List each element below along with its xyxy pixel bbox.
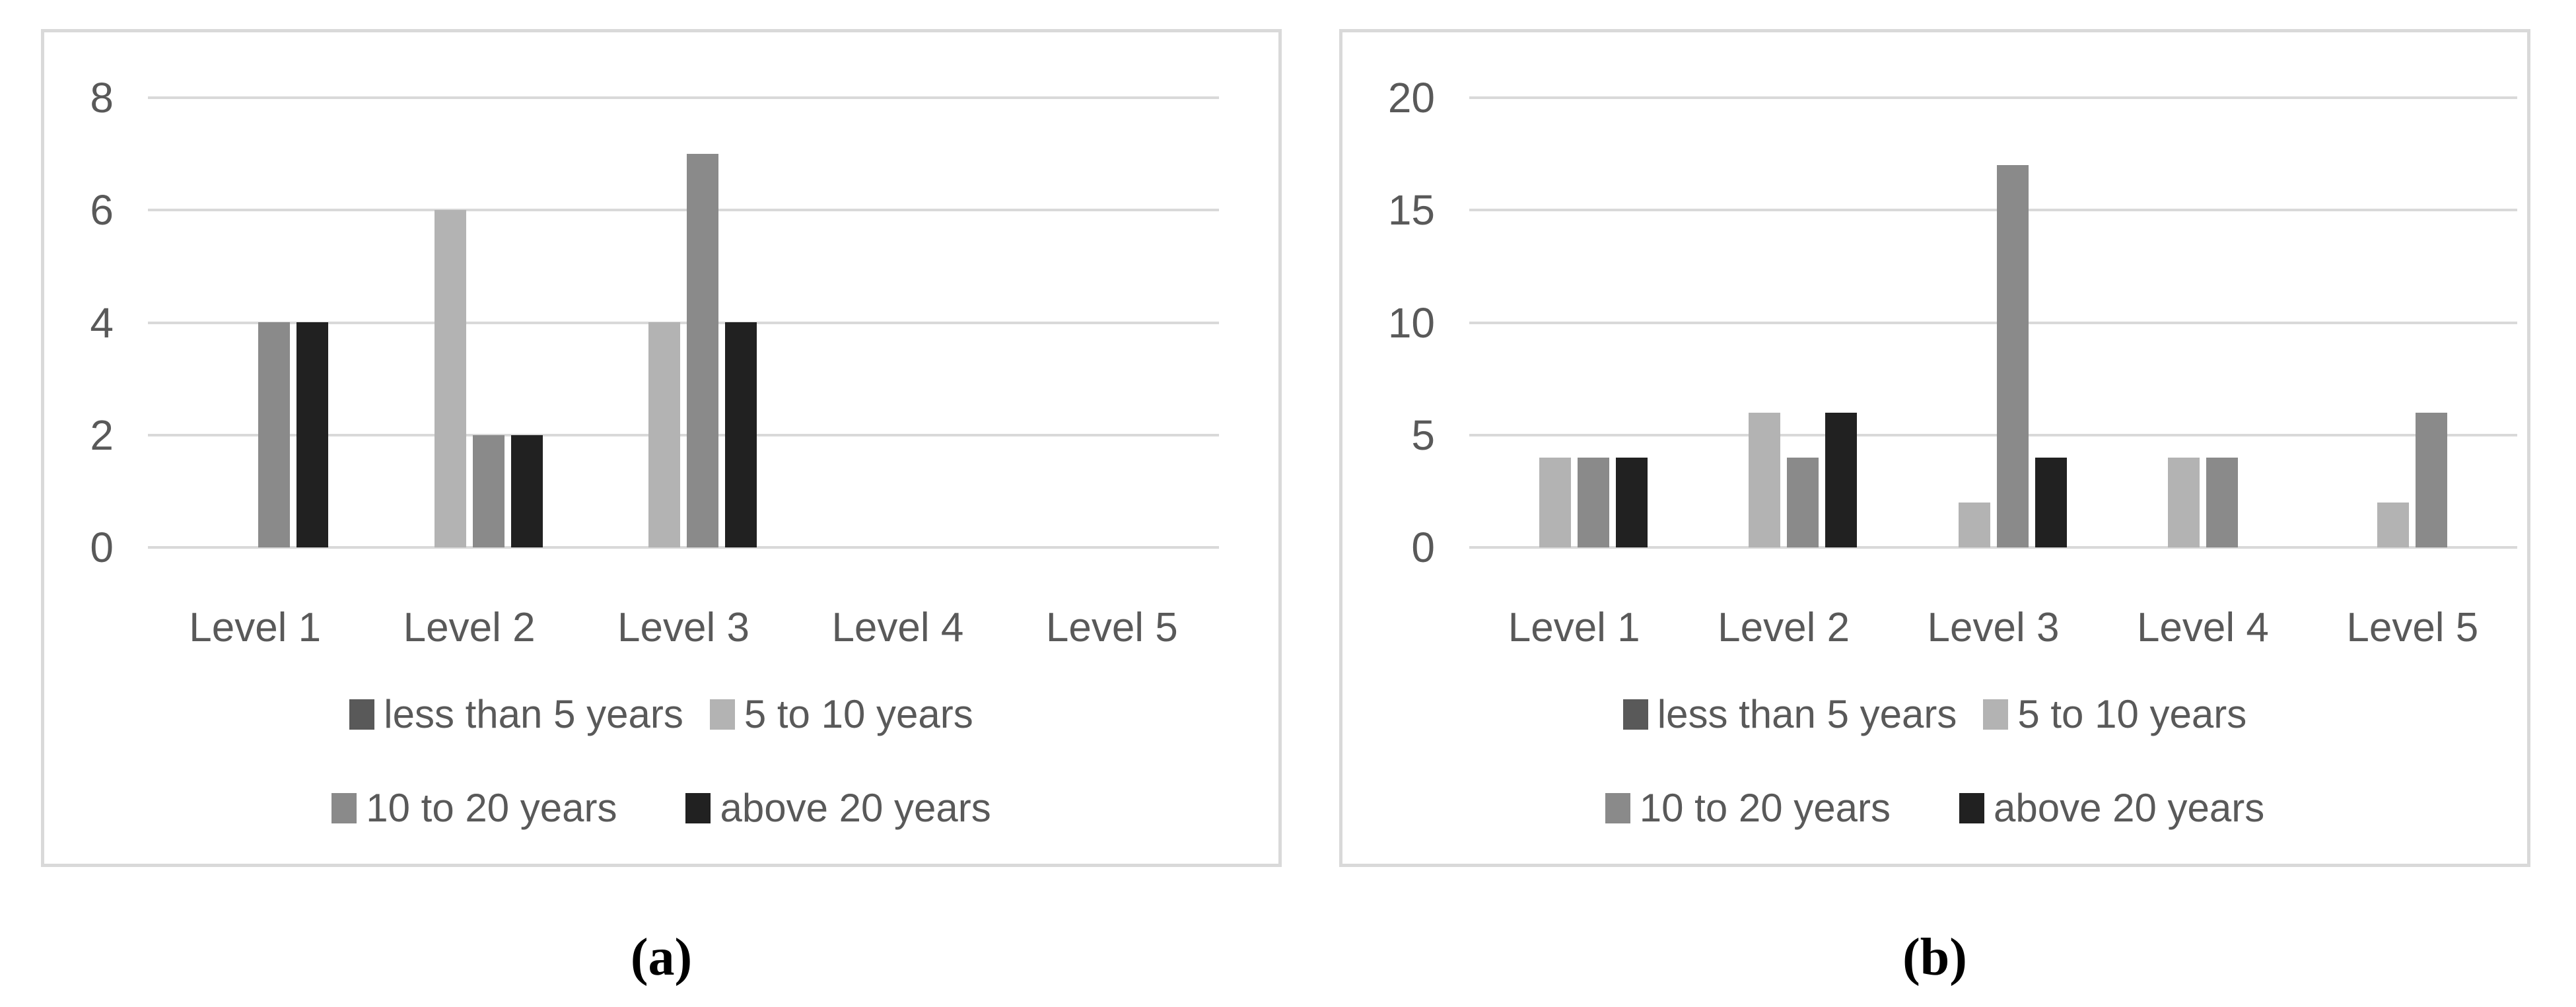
bar-5-to-10-years-level-1 bbox=[1539, 458, 1571, 547]
category-cluster-3 bbox=[1889, 98, 2098, 547]
legend-swatch-icon bbox=[1959, 793, 1984, 823]
category-cluster-5 bbox=[2308, 98, 2517, 547]
figure-caption-a: (a) bbox=[630, 928, 693, 987]
legend-entry-10-to-20-years: 10 to 20 years bbox=[331, 786, 617, 830]
legend-row-1: less than 5 years 5 to 10 years bbox=[1342, 693, 2527, 736]
legend-swatch-icon bbox=[685, 793, 711, 823]
bar-5-to-10-years-level-2 bbox=[1749, 413, 1781, 547]
y-tick-label-6: 6 bbox=[90, 186, 114, 234]
legend-entry-above-20-years: above 20 years bbox=[685, 786, 991, 830]
legend-swatch-icon bbox=[709, 699, 735, 730]
legend-swatch-icon bbox=[1983, 699, 2009, 730]
bar-above-20-years-level-2 bbox=[1825, 413, 1858, 547]
bar-5-to-10-years-level-3 bbox=[1958, 503, 1990, 547]
bar-5-to-10-years-level-2 bbox=[434, 210, 466, 547]
legend-swatch-icon bbox=[349, 699, 375, 730]
bar-5-to-10-years-level-4 bbox=[2167, 458, 2200, 547]
y-tick-label-5: 5 bbox=[1411, 411, 1435, 459]
category-cluster-4 bbox=[2098, 98, 2307, 547]
gridline-y-0 bbox=[1469, 546, 2517, 549]
bar-above-20-years-level-2 bbox=[510, 435, 543, 547]
legend-entry-5-to-10-years: 5 to 10 years bbox=[709, 692, 973, 736]
y-tick-label-10: 10 bbox=[1387, 298, 1435, 347]
x-category-label-5: Level 5 bbox=[1045, 605, 1178, 650]
legend-label: less than 5 years bbox=[384, 692, 683, 736]
x-category-label-1: Level 1 bbox=[1508, 605, 1640, 650]
x-category-label-4: Level 4 bbox=[831, 605, 964, 650]
y-tick-label-15: 15 bbox=[1387, 186, 1435, 234]
x-category-label-5: Level 5 bbox=[2346, 605, 2479, 650]
bar-10-to-20-years-level-3 bbox=[687, 154, 719, 547]
bar-clusters bbox=[148, 98, 1219, 547]
legend-entry-above-20-years: above 20 years bbox=[1959, 786, 2264, 830]
legend-row-2: 10 to 20 years above 20 years bbox=[1342, 786, 2527, 830]
legend-label: 5 to 10 years bbox=[2017, 692, 2247, 736]
legend-row-2: 10 to 20 years above 20 years bbox=[44, 786, 1278, 830]
legend-swatch-icon bbox=[1605, 793, 1630, 823]
category-cluster-3 bbox=[576, 98, 790, 547]
category-cluster-1 bbox=[148, 98, 362, 547]
bar-10-to-20-years-level-2 bbox=[1787, 458, 1819, 547]
legend-entry-less-than-5-years: less than 5 years bbox=[349, 693, 683, 736]
gridline-y-2 bbox=[148, 434, 1219, 436]
figure-caption-b: (b) bbox=[1902, 928, 1967, 987]
legend-swatch-icon bbox=[331, 793, 357, 823]
y-tick-label-20: 20 bbox=[1387, 74, 1435, 122]
chart-panel-a: 8 6 4 2 0 Level 1 Level 2 Level 3 Level 4 Level 5… bbox=[41, 29, 1282, 867]
bar-5-to-10-years-level-5 bbox=[2377, 503, 2410, 547]
legend-label: 5 to 10 years bbox=[744, 692, 973, 736]
bar-clusters bbox=[1469, 98, 2517, 547]
legend-label: 10 to 20 years bbox=[366, 786, 617, 830]
x-category-label-2: Level 2 bbox=[1718, 605, 1850, 650]
plot-area bbox=[148, 96, 1219, 549]
bar-above-20-years-level-1 bbox=[296, 322, 329, 547]
y-tick-label-8: 8 bbox=[90, 74, 114, 122]
category-cluster-1 bbox=[1469, 98, 1679, 547]
category-cluster-4 bbox=[790, 98, 1004, 547]
gridline-y-6 bbox=[148, 209, 1219, 211]
gridline-y-0 bbox=[148, 546, 1219, 549]
plot-area bbox=[1469, 96, 2517, 549]
legend-swatch-icon bbox=[1622, 699, 1648, 730]
category-cluster-5 bbox=[1005, 98, 1219, 547]
y-tick-label-0: 0 bbox=[90, 524, 114, 571]
bar-10-to-20-years-level-5 bbox=[2416, 413, 2448, 547]
legend-label: above 20 years bbox=[1993, 786, 2265, 830]
x-category-label-3: Level 3 bbox=[617, 605, 749, 650]
legend-label: above 20 years bbox=[720, 786, 991, 830]
bar-above-20-years-level-3 bbox=[2035, 458, 2067, 547]
gridline-y-15 bbox=[1469, 209, 2517, 211]
category-cluster-2 bbox=[1679, 98, 1888, 547]
legend-label: 10 to 20 years bbox=[1639, 786, 1891, 830]
gridline-y-5 bbox=[1469, 434, 2517, 436]
bar-10-to-20-years-level-1 bbox=[258, 322, 291, 547]
x-category-label-3: Level 3 bbox=[1927, 605, 2060, 650]
gridline-y-20 bbox=[1469, 96, 2517, 99]
bar-above-20-years-level-3 bbox=[725, 322, 757, 547]
legend-row-1: less than 5 years 5 to 10 years bbox=[44, 693, 1278, 736]
bar-above-20-years-level-1 bbox=[1615, 458, 1648, 547]
gridline-y-10 bbox=[1469, 322, 2517, 324]
y-tick-label-0: 0 bbox=[1411, 524, 1435, 571]
bar-10-to-20-years-level-3 bbox=[1996, 165, 2029, 547]
legend-entry-5-to-10-years: 5 to 10 years bbox=[1983, 693, 2246, 736]
x-axis-labels: Level 1 Level 2 Level 3 Level 4 Level 5 bbox=[148, 605, 1219, 650]
category-cluster-2 bbox=[362, 98, 576, 547]
bar-10-to-20-years-level-4 bbox=[2206, 458, 2238, 547]
bar-10-to-20-years-level-1 bbox=[1577, 458, 1609, 547]
chart-panel-b: 20 15 10 5 0 Level 1 Level 2 Level 3 Level 4 Leve… bbox=[1339, 29, 2530, 867]
legend-entry-10-to-20-years: 10 to 20 years bbox=[1605, 786, 1891, 830]
x-axis-labels: Level 1 Level 2 Level 3 Level 4 Level 5 bbox=[1469, 605, 2517, 650]
x-category-label-4: Level 4 bbox=[2136, 605, 2269, 650]
bar-10-to-20-years-level-2 bbox=[472, 435, 505, 547]
gridline-y-4 bbox=[148, 322, 1219, 324]
y-tick-label-4: 4 bbox=[90, 298, 114, 347]
x-category-label-1: Level 1 bbox=[189, 605, 322, 650]
gridline-y-8 bbox=[148, 96, 1219, 99]
y-tick-label-2: 2 bbox=[90, 411, 114, 459]
legend-entry-less-than-5-years: less than 5 years bbox=[1622, 692, 1957, 736]
bar-5-to-10-years-level-3 bbox=[648, 322, 681, 547]
legend-label: less than 5 years bbox=[1657, 692, 1957, 736]
x-category-label-2: Level 2 bbox=[403, 605, 536, 650]
